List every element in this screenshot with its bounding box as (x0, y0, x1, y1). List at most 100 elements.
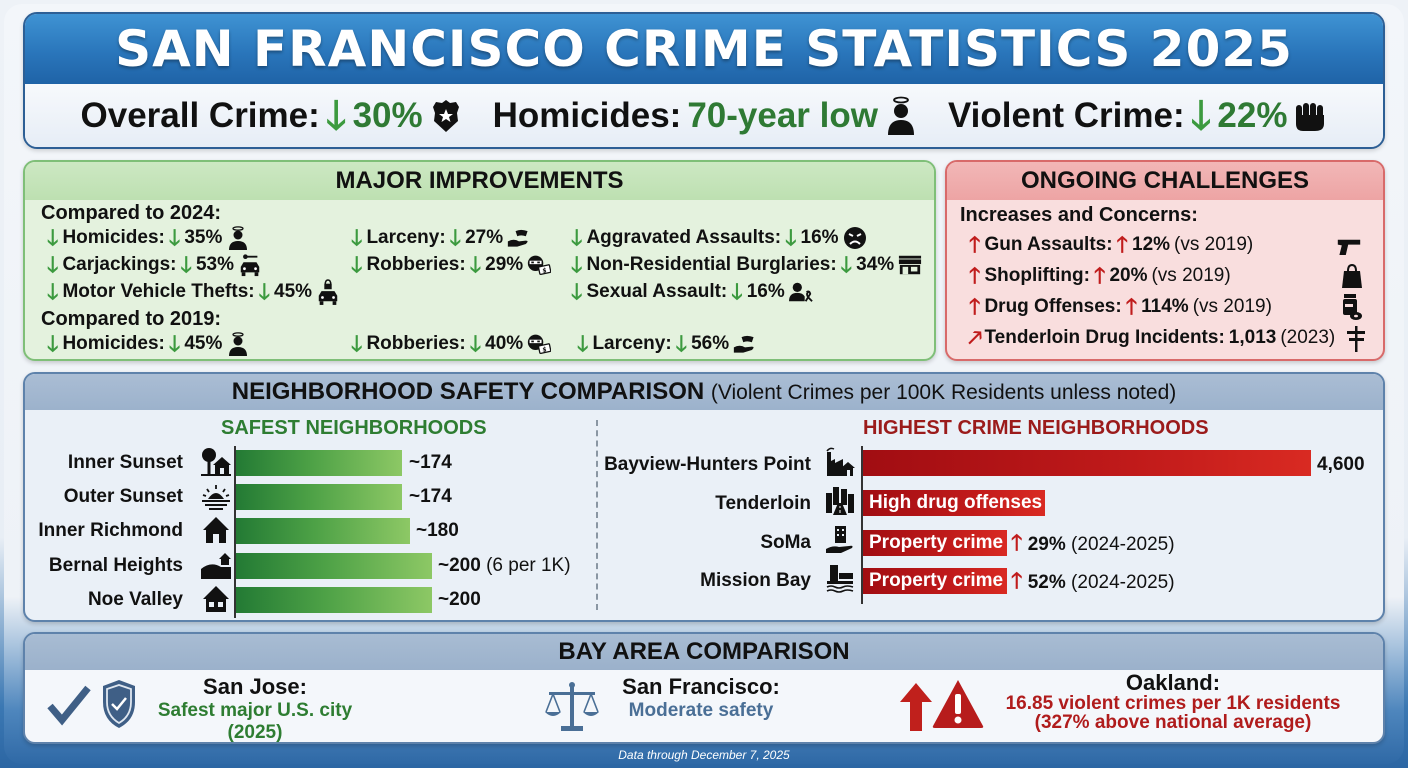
arrow-down-icon: 🡓 (47, 331, 59, 356)
page-title: SAN FRANCISCO CRIME STATISTICS 2025 (25, 14, 1383, 84)
item-note: (2023) (1280, 327, 1336, 348)
item-value: 1,013 (1228, 327, 1277, 348)
sunset-icon (201, 483, 231, 511)
bar-noe-valley (236, 587, 432, 613)
city-name: San Francisco: (622, 674, 780, 699)
pill-bottle-icon (1340, 294, 1364, 320)
improvement-item: 🡓 Homicides: 🡓 45% (47, 332, 250, 356)
header-banner: SAN FRANCISCO CRIME STATISTICS 2025 Over… (23, 12, 1385, 149)
group-heading-concerns: Increases and Concerns: (960, 204, 1198, 226)
car-lock-icon (316, 279, 340, 305)
item-label: Motor Vehicle Thefts: (62, 281, 255, 302)
bar-value: 4,600 (1317, 454, 1365, 475)
arrow-up-icon: 🡑 (1125, 294, 1138, 319)
arrow-down-icon: 🡓 (325, 93, 347, 138)
street-sign-icon (1344, 326, 1368, 352)
neighborhood-label: Tenderloin (715, 493, 811, 514)
factory-house-icon (825, 447, 855, 476)
panel-title: BAY AREA COMPARISON (25, 634, 1383, 670)
group-heading-2024: Compared to 2024: (41, 202, 222, 224)
item-note: (vs 2019) (1174, 234, 1254, 255)
person-halo-icon (226, 332, 250, 356)
arrow-up-right-icon: 🡑 (962, 324, 988, 351)
arrow-down-icon: 🡓 (168, 331, 181, 356)
city-name: San Jose: (203, 674, 307, 699)
gun-icon (1337, 235, 1361, 259)
improvement-item: 🡓 Aggravated Assaults: 🡓 16% (571, 226, 867, 250)
arrow-down-icon: 🡓 (785, 225, 797, 250)
svg-text:$: $ (543, 268, 547, 275)
value-note: (6 per 1K) (486, 555, 571, 576)
item-label: Homicides: (62, 333, 165, 354)
neighborhood-label: SoMa (760, 532, 811, 553)
item-note: (vs 2019) (1192, 296, 1272, 317)
stat-value: 70-year low (687, 95, 878, 135)
arrow-up-icon: 🡑 (1011, 568, 1023, 593)
change-value: 52% (1027, 572, 1066, 593)
robber-money-icon: $ (527, 332, 552, 356)
hand-building-icon (825, 526, 855, 554)
item-label: Sexual Assault: (586, 281, 728, 302)
change-value: 29% (1027, 534, 1066, 555)
arrow-down-icon: 🡓 (731, 279, 743, 304)
item-value: 53% (195, 254, 234, 275)
person-halo-icon (884, 96, 918, 135)
bar-inner-richmond (236, 518, 410, 544)
highest-title: HIGHEST CRIME NEIGHBORHOODS (863, 417, 1209, 439)
bar-mission-bay: Property crime (863, 568, 1007, 594)
stat-label: Violent Crime: (947, 95, 1185, 135)
improvement-item: 🡓 Carjackings: 🡓 53% (47, 253, 262, 277)
arrow-down-icon: 🡓 (351, 252, 363, 277)
bar-value: 🡑 29% (2024-2025) (1011, 532, 1175, 556)
house-icon (201, 585, 231, 613)
challenge-item: 🡑 Drug Offenses: 🡑 114% (vs 2019) (969, 296, 1272, 318)
challenge-item: 🡑 Gun Assaults: 🡑 12% (vs 2019) (969, 234, 1253, 256)
arrow-up-icon: 🡑 (1116, 232, 1128, 257)
item-label: Shoplifting: (984, 265, 1090, 286)
item-value: 56% (691, 333, 730, 354)
item-note: (vs 2019) (1151, 265, 1231, 286)
arrow-down-icon: 🡓 (571, 225, 583, 250)
bar-bernal-heights (236, 553, 432, 579)
shopping-bag-icon (1340, 263, 1364, 288)
value-text: ~200 (438, 555, 481, 576)
neighborhood-label: Bernal Heights (48, 555, 183, 576)
neighborhood-label: Noe Valley (87, 589, 183, 610)
item-label: Drug Offenses: (984, 296, 1122, 317)
stat-violent-crime: Violent Crime: 🡓 22% (948, 96, 1328, 136)
improvement-item: 🡓 Non-Residential Burglaries: 🡓 34% (571, 253, 922, 277)
item-label: Robberies: (366, 333, 466, 354)
person-ribbon-icon (788, 280, 813, 304)
bar-bayview-hunters-point (863, 450, 1311, 476)
hill-house-icon (201, 551, 231, 579)
person-halo-icon (226, 226, 250, 250)
neighborhood-label: Outer Sunset (63, 486, 183, 507)
stat-homicides: Homicides: 70-year low (493, 96, 918, 136)
change-note: (2024-2025) (1071, 534, 1175, 555)
checkmark-icon (47, 682, 91, 731)
city-desc: Safest major U.S. city (2025) (157, 700, 353, 743)
improvement-item: 🡓 Motor Vehicle Thefts: 🡓 45% (47, 279, 340, 305)
bar-value: ~174 (409, 486, 452, 507)
bar-outer-sunset (236, 484, 402, 510)
section-divider (596, 420, 598, 610)
fist-icon (1293, 97, 1327, 135)
highest-axis (861, 446, 863, 604)
panel-title: MAJOR IMPROVEMENTS (25, 162, 934, 200)
bar-soma: Property crime (863, 530, 1007, 556)
city-san-francisco: San Francisco: Moderate safety (611, 674, 791, 722)
bar-value: ~180 (416, 520, 459, 541)
item-value: 45% (274, 281, 313, 302)
safest-axis (234, 446, 236, 618)
major-improvements-panel: MAJOR IMPROVEMENTS Compared to 2024: 🡓 H… (23, 160, 936, 361)
city-san-jose: San Jose: Safest major U.S. city (2025) (135, 674, 375, 743)
scales-icon (543, 680, 601, 741)
panel-title: ONGOING CHALLENGES (947, 162, 1383, 200)
group-heading-2019: Compared to 2019: (41, 308, 222, 330)
stat-value: 22% (1217, 95, 1288, 135)
city-desc-note: (327% above national average) (1034, 712, 1312, 733)
stat-label: Homicides: (492, 95, 682, 135)
improvement-item: 🡓 Larceny: 🡓 27% (351, 226, 531, 250)
arrow-up-icon: 🡑 (969, 232, 981, 257)
item-value: 16% (800, 227, 839, 248)
